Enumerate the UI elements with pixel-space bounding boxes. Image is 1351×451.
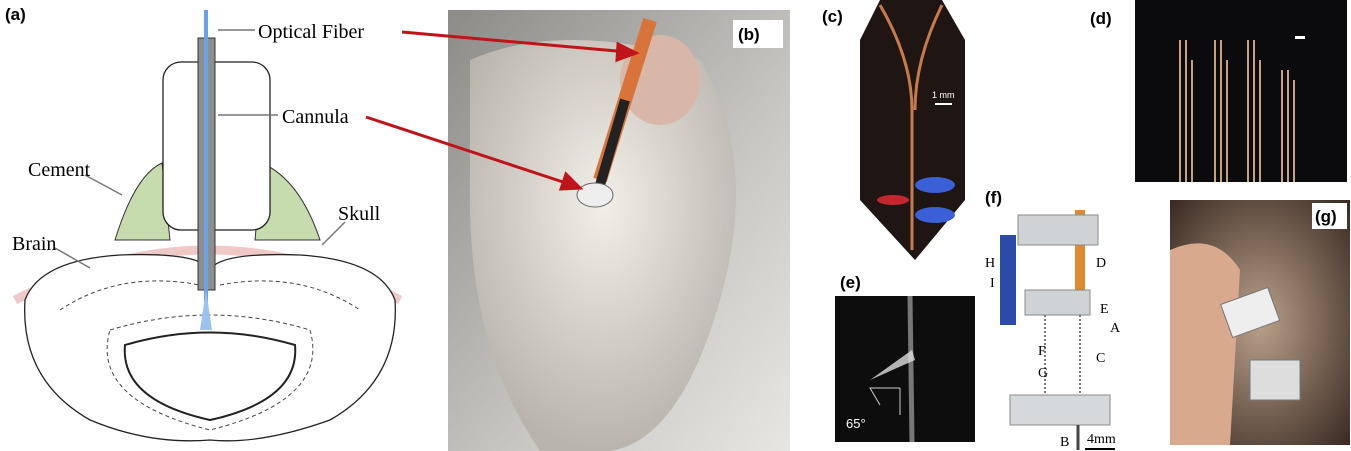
panel-label: (c) bbox=[822, 7, 843, 26]
panel-d: (d) bbox=[1090, 0, 1347, 182]
part-label: H bbox=[985, 256, 995, 271]
panel-a: (a) Optical Fiber Cannula Cement Skull B… bbox=[5, 5, 400, 441]
part-label: B bbox=[1060, 435, 1069, 450]
led bbox=[915, 177, 955, 193]
panel-label: (a) bbox=[5, 5, 26, 24]
device-base bbox=[1250, 360, 1300, 400]
led bbox=[877, 195, 909, 205]
fiber bbox=[910, 296, 912, 442]
panel-label: (e) bbox=[840, 273, 861, 292]
part-label: D bbox=[1096, 256, 1106, 271]
page: {"panels":{ "a":{"label":"(a)","callouts… bbox=[0, 0, 1351, 451]
panel-label: (b) bbox=[738, 25, 760, 44]
base bbox=[1010, 395, 1110, 425]
panel-f: (f) H D I E A F C G B 4mm bbox=[985, 188, 1121, 450]
mid-stage bbox=[1025, 290, 1090, 315]
scale-bar bbox=[1295, 36, 1305, 39]
angle-label: 65° bbox=[846, 416, 866, 431]
springs bbox=[1045, 315, 1080, 400]
part-label: E bbox=[1100, 302, 1109, 317]
figure: (a) Optical Fiber Cannula Cement Skull B… bbox=[0, 0, 1351, 451]
callout: Cement bbox=[28, 159, 91, 181]
circuit-board bbox=[1000, 235, 1016, 325]
implant bbox=[577, 183, 613, 207]
top-stage bbox=[1018, 215, 1098, 245]
panel-b: (b) bbox=[366, 10, 790, 451]
callout: Skull bbox=[338, 203, 381, 225]
part-label: I bbox=[990, 276, 995, 291]
scale-label: 1 mm bbox=[932, 90, 955, 100]
part-label: G bbox=[1038, 366, 1048, 381]
panel-label: (g) bbox=[1315, 207, 1337, 226]
photo bbox=[1135, 0, 1347, 182]
panel-g: (g) bbox=[1170, 200, 1350, 445]
scale-label: 4mm bbox=[1087, 432, 1116, 447]
panel-label: (d) bbox=[1090, 9, 1112, 28]
callout: Brain bbox=[12, 233, 56, 255]
cannula-body bbox=[163, 62, 270, 230]
hand bbox=[1170, 243, 1240, 445]
part-label: F bbox=[1038, 344, 1046, 359]
callout: Optical Fiber bbox=[258, 21, 364, 43]
panel-e: 65° (e) bbox=[835, 273, 975, 442]
panel-c: 1 mm (c) bbox=[822, 0, 965, 260]
part-label: A bbox=[1110, 321, 1121, 336]
led bbox=[915, 207, 955, 223]
callout: Cannula bbox=[282, 106, 349, 128]
panel-label: (f) bbox=[985, 188, 1002, 207]
cement-left bbox=[115, 163, 170, 240]
part-label: C bbox=[1096, 351, 1105, 366]
